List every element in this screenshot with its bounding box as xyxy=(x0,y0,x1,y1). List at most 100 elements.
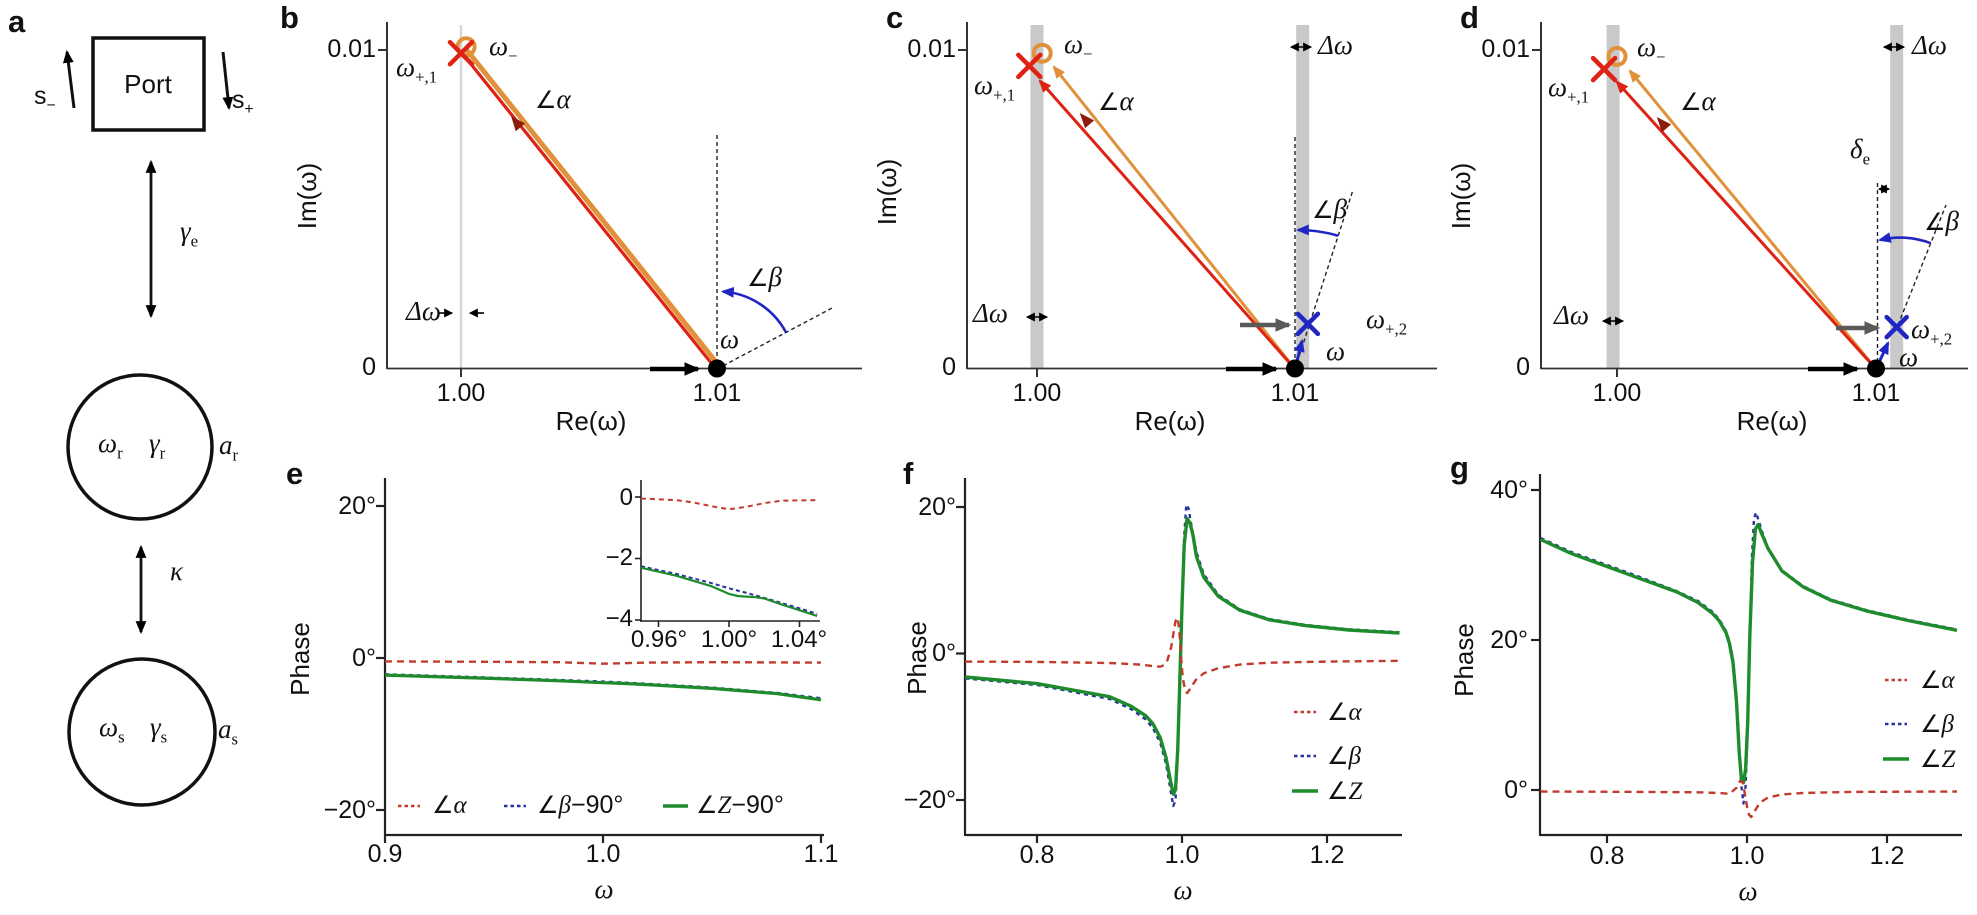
angle-beta-arc-c xyxy=(1295,224,1339,237)
pole-vector-b xyxy=(460,51,718,371)
zero-vector-b xyxy=(464,47,722,369)
resonator-r-circle xyxy=(66,373,214,521)
panel-a-diagram xyxy=(62,36,234,807)
legend-g-alpha: ∠α xyxy=(1920,666,1955,694)
panel-f-plot xyxy=(956,478,1402,843)
inset-ytick-m2: −2 xyxy=(605,544,633,571)
ytick-e-m20: −20° xyxy=(323,796,376,824)
curve-f-alpha xyxy=(965,616,1400,695)
alpha-direction-arrowhead-b xyxy=(510,115,526,132)
ytick-c-0: 0 xyxy=(942,353,956,381)
ylabel-f: Phase xyxy=(902,621,932,695)
zero-marker-c xyxy=(1031,42,1053,64)
ylabel-g: Phase xyxy=(1449,623,1479,697)
zero-marker-d xyxy=(1606,45,1628,67)
delta-omega-right-label-d: Δω xyxy=(1912,30,1947,60)
delta-omega-band-c-right xyxy=(1296,25,1310,368)
pole2-marker-c xyxy=(1295,311,1321,337)
legend-e-Z: ∠Z−90° xyxy=(696,791,784,819)
legend-f-alpha: ∠α xyxy=(1327,698,1362,726)
panel-label-g: g xyxy=(1450,450,1469,485)
pole-vector-c xyxy=(1038,79,1297,370)
ylabel-d: Im(ω) xyxy=(1446,162,1476,230)
gamma-r-label: γr xyxy=(149,428,166,463)
legend-g-beta: ∠β xyxy=(1920,710,1954,738)
xtick-g-10: 1.0 xyxy=(1729,842,1765,870)
legend-f-beta: ∠β xyxy=(1327,742,1361,770)
drive-marker-d xyxy=(1867,359,1885,378)
xtick-e-11: 1.1 xyxy=(803,840,839,868)
a-r-label: ar xyxy=(219,430,239,465)
axes-b xyxy=(378,22,862,377)
ytick-f-20: 20° xyxy=(918,493,956,521)
omega-plus2-label-c: ω+,2 xyxy=(1366,304,1408,339)
delta-e-label-d: δe xyxy=(1850,134,1870,169)
output-wave-arrow xyxy=(221,51,234,111)
curve-e-Z xyxy=(384,673,822,702)
legend-f-Z: ∠Z xyxy=(1327,777,1363,805)
panel-label-f: f xyxy=(903,456,914,491)
delta-omega-band-d-right xyxy=(1890,25,1904,368)
panel-e-plot xyxy=(376,478,824,843)
ytick-f-m20: −20° xyxy=(903,786,956,814)
xtick-b-101: 1.01 xyxy=(692,379,742,407)
panel-d-plot xyxy=(1532,22,1968,378)
ylabel-e: Phase xyxy=(285,622,315,696)
delta-omega-band-c-left xyxy=(1030,25,1044,368)
omega-plus2-label-d: ω+,2 xyxy=(1911,314,1953,349)
angle-beta-label-d: ∠β xyxy=(1924,206,1959,236)
port-box xyxy=(91,36,206,132)
panel-label-c: c xyxy=(886,0,904,35)
ytick-g-20: 20° xyxy=(1490,626,1528,654)
panel-label-d: d xyxy=(1460,0,1479,35)
ytick-b-001: 0.01 xyxy=(327,35,376,63)
xlabel-d: Re(ω) xyxy=(1736,406,1808,436)
curve-einset-Z xyxy=(640,566,818,618)
axes-e-inset xyxy=(635,480,820,627)
angle-beta-arc-b xyxy=(720,286,788,334)
xtick-f-08: 0.8 xyxy=(1019,841,1055,869)
drive-marker-c xyxy=(1286,359,1304,378)
ytick-d-001: 0.01 xyxy=(1481,35,1530,63)
panel-b-plot xyxy=(378,22,862,378)
gamma-s-label: γs xyxy=(150,712,168,747)
alpha-direction-arrowhead-c xyxy=(1079,112,1095,129)
panel-g-plot xyxy=(1531,474,1962,843)
ylabel-b: Im(ω) xyxy=(292,162,322,230)
s-minus-label: s− xyxy=(34,82,56,114)
delta-omega-label-b: Δω xyxy=(406,296,441,326)
angle-beta-arc-d xyxy=(1877,232,1932,245)
omega-s-label: ωs xyxy=(99,712,125,747)
angle-beta-label-c: ∠β xyxy=(1312,194,1347,224)
angle-alpha-label-b: ∠α xyxy=(535,84,571,114)
xtick-b-100: 1.00 xyxy=(436,379,486,407)
xtick-g-12: 1.2 xyxy=(1869,842,1905,870)
pole1-marker-b xyxy=(447,39,475,67)
inset-xtick-096: 0.96° xyxy=(630,626,688,653)
xlabel-e: ω xyxy=(594,874,614,904)
input-wave-arrow xyxy=(62,49,76,109)
inset-xtick-104: 1.04° xyxy=(770,626,828,653)
delta-omega-band-d-left xyxy=(1606,25,1620,368)
axes-f xyxy=(956,478,1402,843)
inset-ytick-m4: −4 xyxy=(605,605,633,632)
omega-label-d: ω xyxy=(1899,342,1919,372)
curve-e-alpha xyxy=(384,660,822,665)
ytick-e-20: 20° xyxy=(338,492,376,520)
tilted-dashed-guide-d xyxy=(1897,204,1947,326)
gamma-e-label: γe xyxy=(180,216,199,251)
angle-beta-label-b: ∠β xyxy=(747,262,782,292)
pole1-marker-c xyxy=(1016,52,1043,80)
angle-alpha-label-c: ∠α xyxy=(1098,86,1134,116)
delta-omega-left-label-d: Δω xyxy=(1554,300,1589,330)
panel-label-b: b xyxy=(280,0,299,35)
xtick-e-09: 0.9 xyxy=(367,840,403,868)
ylabel-c: Im(ω) xyxy=(872,158,902,226)
a-s-label: as xyxy=(218,714,239,749)
angle-alpha-label-d: ∠α xyxy=(1680,86,1716,116)
axes-g xyxy=(1531,474,1962,843)
xlabel-f: ω xyxy=(1173,875,1193,905)
xtick-g-08: 0.8 xyxy=(1589,842,1625,870)
legend-e-beta: ∠β−90° xyxy=(537,791,624,819)
